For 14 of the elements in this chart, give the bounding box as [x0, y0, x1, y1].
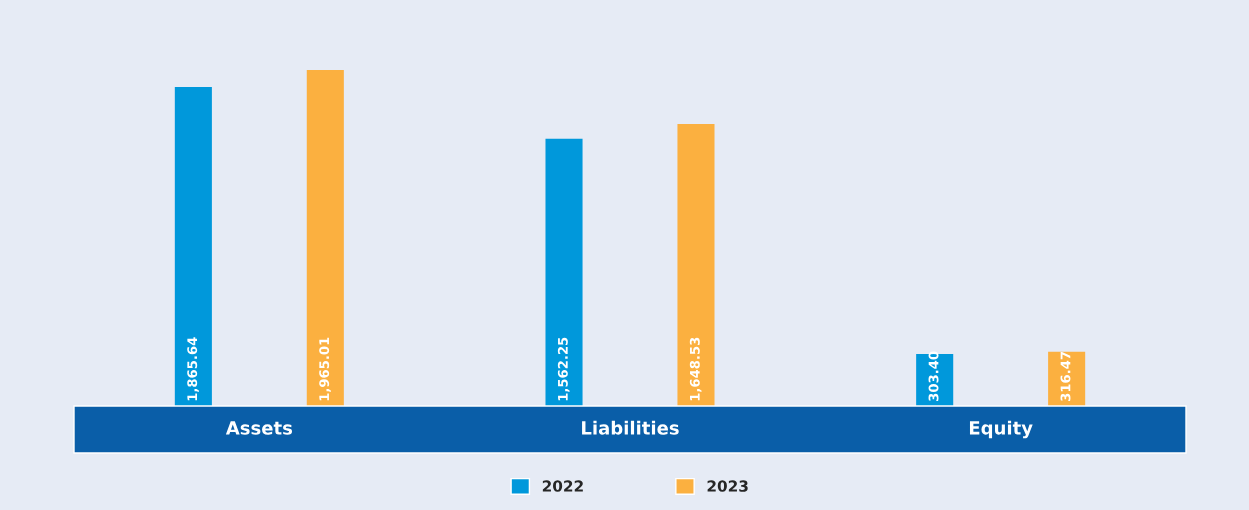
data-label: 1,562.25	[557, 337, 570, 401]
bar	[545, 138, 583, 406]
data-label: 1,865.64	[187, 337, 199, 401]
bar	[677, 124, 715, 406]
legend-label: 2023	[707, 480, 748, 492]
x-tick-label: Equity	[969, 420, 1033, 439]
x-tick-label: Liabilities	[582, 420, 679, 435]
bar	[306, 69, 344, 406]
legend-label: 2022	[542, 480, 583, 492]
data-label: 316.47	[1060, 351, 1071, 401]
data-label: 1,648.53	[689, 337, 702, 401]
bar	[174, 86, 212, 406]
x-tick-label: Assets	[225, 421, 293, 435]
data-label: 1,965.01	[319, 337, 331, 401]
